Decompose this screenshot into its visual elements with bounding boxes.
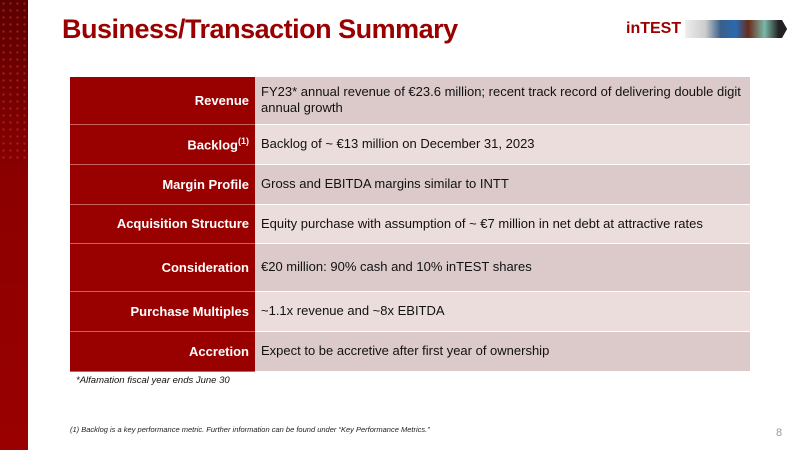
logo-text: inTEST	[626, 20, 682, 37]
table-row: Consideration €20 million: 90% cash and 1…	[70, 243, 750, 292]
sidebar-decoration	[0, 0, 28, 450]
row-label: Purchase Multiples	[70, 291, 255, 332]
row-value: €20 million: 90% cash and 10% inTEST sha…	[255, 243, 750, 292]
table-row: Backlog(1) Backlog of ~ €13 million on De…	[70, 124, 750, 165]
row-value: FY23* annual revenue of €23.6 million; r…	[255, 77, 750, 125]
fiscal-year-note: *Alfamation fiscal year ends June 30	[76, 375, 230, 386]
row-label: Accretion	[70, 331, 255, 372]
page-title: Business/Transaction Summary	[62, 14, 458, 44]
row-value: Gross and EBITDA margins similar to INTT	[255, 164, 750, 205]
table-row: Acquisition Structure Equity purchase wit…	[70, 204, 750, 244]
table-row: Margin Profile Gross and EBITDA margins s…	[70, 164, 750, 205]
row-value: Backlog of ~ €13 million on December 31,…	[255, 124, 750, 165]
table-row: Accretion Expect to be accretive after fi…	[70, 331, 750, 372]
label-text: Backlog	[187, 137, 238, 153]
page-number: 8	[776, 427, 783, 439]
row-value: Equity purchase with assumption of ~ €7 …	[255, 204, 750, 244]
row-label: Revenue	[70, 77, 255, 125]
summary-table: Revenue FY23* annual revenue of €23.6 mil…	[70, 77, 750, 372]
table-row: Revenue FY23* annual revenue of €23.6 mil…	[70, 77, 750, 125]
row-label: Backlog(1)	[70, 124, 255, 165]
row-label: Acquisition Structure	[70, 204, 255, 244]
footnote: (1) Backlog is a key performance metric.…	[70, 425, 430, 434]
table-row: Purchase Multiples ~1.1x revenue and ~8x …	[70, 291, 750, 332]
row-value: ~1.1x revenue and ~8x EBITDA	[255, 291, 750, 332]
row-label: Margin Profile	[70, 164, 255, 205]
row-value: Expect to be accretive after first year …	[255, 331, 750, 372]
logo-image-strip	[685, 20, 788, 38]
row-label: Consideration	[70, 243, 255, 292]
intest-logo: inTEST	[626, 20, 788, 38]
footnote-ref: (1)	[238, 135, 249, 146]
